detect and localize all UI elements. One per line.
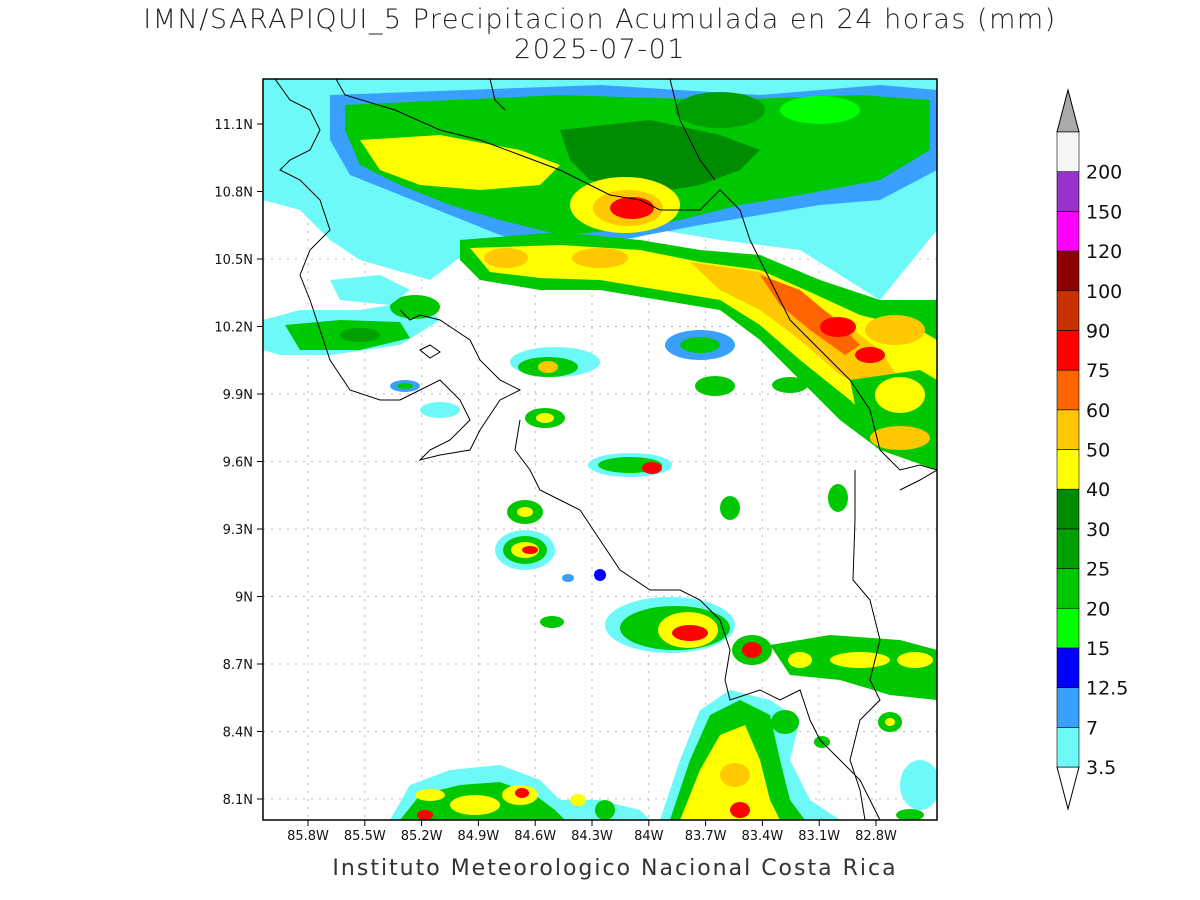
colorbar-swatch bbox=[1056, 528, 1080, 569]
colorbar: 3.5 7 12.5 15 20 25 30 40 50 60 75 90 100 120 150 200 bbox=[1056, 88, 1128, 811]
precipitation-field bbox=[263, 79, 937, 820]
colorbar-swatch bbox=[1056, 607, 1080, 649]
colorbar-label: 12.5 bbox=[1086, 678, 1128, 700]
lat-tick-label: 8.1N bbox=[223, 793, 253, 808]
chart-date: 2025-07-01 bbox=[514, 34, 686, 65]
map-frame bbox=[262, 78, 938, 821]
colorbar-swatch bbox=[1056, 211, 1080, 252]
colorbar-swatch bbox=[1056, 568, 1080, 609]
lon-tick-label: 84.3W bbox=[571, 829, 613, 844]
lat-tick-label: 9N bbox=[235, 591, 253, 606]
colorbar-swatch bbox=[1056, 171, 1080, 212]
colorbar-label: 60 bbox=[1086, 400, 1110, 422]
colorbar-label: 100 bbox=[1086, 281, 1122, 303]
colorbar-swatch bbox=[1056, 647, 1080, 688]
coastlines bbox=[274, 79, 937, 820]
colorbar-label: 20 bbox=[1086, 598, 1110, 620]
lat-tick-label: 8.4N bbox=[223, 726, 253, 741]
lon-tick-label: 83.7W bbox=[685, 829, 727, 844]
colorbar-label: 75 bbox=[1086, 360, 1110, 382]
colorbar-label: 25 bbox=[1086, 559, 1110, 581]
lon-tick-label: 85.8W bbox=[287, 829, 329, 844]
lat-tick-label: 10.2N bbox=[214, 321, 253, 336]
axis-ticks: 11.1N 10.8N 10.5N 10.2N 9.9N 9.6N 9.3N 9N 8.7N 8.… bbox=[214, 118, 897, 844]
lon-tick-label: 84W bbox=[634, 829, 664, 844]
colorbar-swatch bbox=[1056, 727, 1080, 768]
colorbar-label: 50 bbox=[1086, 440, 1110, 462]
colorbar-swatch bbox=[1056, 131, 1080, 172]
chart-title: IMN/SARAPIQUI_5 Precipitacion Acumulada … bbox=[143, 4, 1057, 35]
colorbar-swatch bbox=[1056, 687, 1080, 728]
lat-tick-label: 11.1N bbox=[214, 118, 253, 133]
lat-tick-label: 8.7N bbox=[223, 658, 253, 673]
colorbar-swatch bbox=[1056, 449, 1080, 490]
colorbar-label: 150 bbox=[1086, 201, 1122, 223]
colorbar-label: 3.5 bbox=[1086, 757, 1116, 779]
colorbar-label: 7 bbox=[1086, 717, 1098, 739]
lon-tick-label: 85.2W bbox=[401, 829, 443, 844]
colorbar-swatch bbox=[1056, 330, 1080, 371]
colorbar-top-arrow bbox=[1056, 88, 1080, 133]
lon-tick-label: 83.1W bbox=[798, 829, 840, 844]
lat-tick-label: 9.6N bbox=[223, 456, 253, 471]
lon-tick-label: 84.9W bbox=[457, 829, 499, 844]
footer-credit: Instituto Meteorologico Nacional Costa R… bbox=[332, 856, 898, 881]
lon-tick-label: 85.5W bbox=[344, 829, 386, 844]
colorbar-label: 200 bbox=[1086, 162, 1122, 184]
colorbar-swatch bbox=[1056, 250, 1080, 292]
lat-tick-label: 9.3N bbox=[223, 523, 253, 538]
colorbar-bottom-arrow bbox=[1056, 766, 1080, 811]
map-plot-area bbox=[263, 79, 937, 820]
colorbar-label: 15 bbox=[1086, 638, 1110, 660]
lat-tick-label: 10.5N bbox=[214, 253, 253, 268]
lon-tick-label: 83.4W bbox=[741, 829, 783, 844]
colorbar-swatch bbox=[1056, 488, 1080, 530]
colorbar-label: 90 bbox=[1086, 320, 1110, 342]
colorbar-label: 40 bbox=[1086, 479, 1110, 501]
colorbar-swatch bbox=[1056, 369, 1080, 411]
lon-tick-label: 84.6W bbox=[514, 829, 556, 844]
colorbar-swatch bbox=[1056, 290, 1080, 331]
lon-tick-label: 82.8W bbox=[855, 829, 897, 844]
lat-tick-label: 9.9N bbox=[223, 388, 253, 403]
colorbar-label: 120 bbox=[1086, 241, 1122, 263]
lat-tick-label: 10.8N bbox=[214, 186, 253, 201]
colorbar-label: 30 bbox=[1086, 519, 1110, 541]
colorbar-swatch bbox=[1056, 409, 1080, 450]
